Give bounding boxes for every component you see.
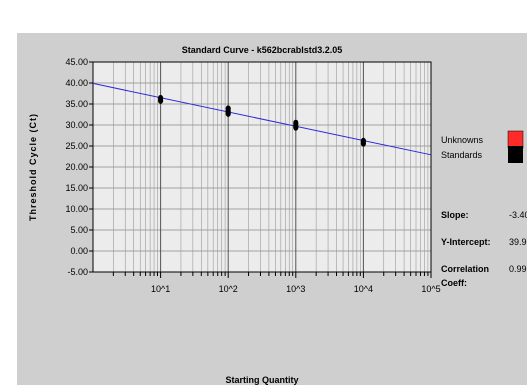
legend-swatch-standards xyxy=(508,146,523,163)
y-axis-label: Threshold Cycle (Ct) xyxy=(28,113,38,221)
intercept-label: Y-Intercept: xyxy=(441,237,491,247)
slope-value: -3.40 xyxy=(509,210,527,220)
y-tick-label: -5.00 xyxy=(67,267,88,277)
y-tick-label: 10.00 xyxy=(65,204,88,214)
y-tick-label: 20.00 xyxy=(65,162,88,172)
y-tick-label: 35.00 xyxy=(65,99,88,109)
data-point xyxy=(225,110,231,117)
series-layer xyxy=(92,82,432,156)
y-tick-label: 0.00 xyxy=(70,246,88,256)
y-tick-label: 15.00 xyxy=(65,183,88,193)
data-point xyxy=(158,97,164,104)
y-tick-label: 45.00 xyxy=(65,57,88,67)
intercept-value: 39.9 xyxy=(509,237,527,247)
y-tick-label: 25.00 xyxy=(65,141,88,151)
tick-labels: 45.00 40.00 35.00 30.00 25.00 20.00 15.00 10.00… xyxy=(65,57,440,294)
legend-swatch-unknowns xyxy=(507,130,524,149)
data-point xyxy=(360,140,366,147)
correlation-label-line2: Coeff: xyxy=(441,278,467,288)
y-tick-label: 40.00 xyxy=(65,78,88,88)
legend-label-unknowns: Unknowns xyxy=(441,135,484,145)
x-axis-label: Starting Quantity xyxy=(225,375,298,385)
x-tick-label: 10^5 xyxy=(421,284,440,294)
x-tick-label: 10^2 xyxy=(219,284,238,294)
x-tick-label: 10^3 xyxy=(286,284,305,294)
correlation-label: Correlation xyxy=(441,264,489,274)
correlation-value: 0.99 xyxy=(509,264,527,274)
axis-ticks xyxy=(89,61,432,278)
grid xyxy=(93,61,431,273)
chart-title: Standard Curve - k562bcrablstd3.2.05 xyxy=(182,45,343,55)
data-point xyxy=(293,124,299,131)
legend-label-standards: Standards xyxy=(441,150,483,160)
slope-label: Slope: xyxy=(441,210,469,220)
y-tick-label: 30.00 xyxy=(65,120,88,130)
x-tick-label: 10^4 xyxy=(354,284,373,294)
y-tick-label: 5.00 xyxy=(70,225,88,235)
x-tick-label: 10^1 xyxy=(151,284,170,294)
fit-line xyxy=(92,82,432,156)
